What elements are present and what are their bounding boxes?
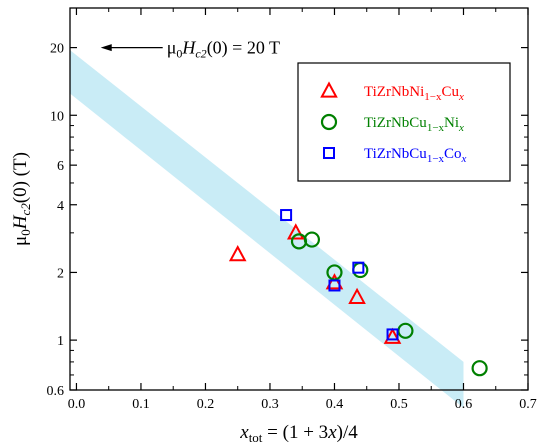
data-point-series-1-5 [471,360,488,377]
legend-label-1: TiZrNbCu1−xNix [364,115,464,134]
legend-label-0: TiZrNbNi1−xCux [364,84,464,103]
x-axis: 0.0 0.1 0.2 0.3 0.4 0.5 0.6 0.7 [68,8,537,412]
data-point-series-0-1 [286,223,305,240]
highlight-band [70,50,464,408]
data-point-series-0-3 [348,287,366,304]
legend: TiZrNbNi1−xCux TiZrNbCu1−xNix TiZrNbCu1−xC… [297,62,511,182]
legend-label-2: TiZrNbCu1−xCox [364,146,467,165]
annotation-arrow-head [100,44,112,52]
y-tick-label: 0.6 [47,384,65,399]
x-tick-label: 0.2 [197,397,215,412]
y-axis: 0.6 1 2 4 6 10 20 [47,7,528,399]
y-tick-label: 10 [50,109,64,124]
data-point-series-0-0 [228,245,247,262]
y-tick-label: 4 [57,199,64,214]
x-tick-label: 0.7 [519,397,537,412]
legend-box [297,62,511,182]
data-point-series-0-4 [383,327,402,344]
data-point-series-2-1 [328,279,341,292]
data-point-series-2-3 [386,328,399,341]
legend-marker-0 [320,81,338,98]
x-tick-label: 0.6 [455,397,473,412]
data-point-series-1-3 [352,261,369,279]
x-tick-label: 0.0 [68,397,86,412]
data-point-series-2-0 [280,209,293,222]
plot-frame [69,7,529,391]
x-tick-label: 0.5 [390,397,408,412]
y-axis-title: μ0Hc2(0) (T) [10,152,33,246]
x-tick-label: 0.3 [261,397,279,412]
y-tick-label: 6 [57,159,64,174]
x-axis-title: xtot = (1 + 3x)/4 [239,422,358,445]
y-tick-label: 2 [57,266,64,281]
y-tick-label: 20 [50,42,64,57]
data-point-series-1-2 [326,264,343,281]
data-point-series-1-1 [303,231,321,248]
y-tick-label: 1 [57,334,64,349]
data-points-layer [228,209,488,377]
annotation-label: μ0Hc2(0) = 20 T [167,38,280,61]
legend-marker-2 [323,147,335,159]
annotation-layer: μ0Hc2(0) = 20 T [100,38,280,61]
x-tick-label: 0.4 [326,397,344,412]
data-point-series-2-2 [352,261,365,274]
legend-marker-1 [320,113,338,131]
confidence-band-layer [70,50,464,408]
data-point-series-0-2 [325,273,344,290]
x-tick-label: 0.1 [132,397,150,412]
